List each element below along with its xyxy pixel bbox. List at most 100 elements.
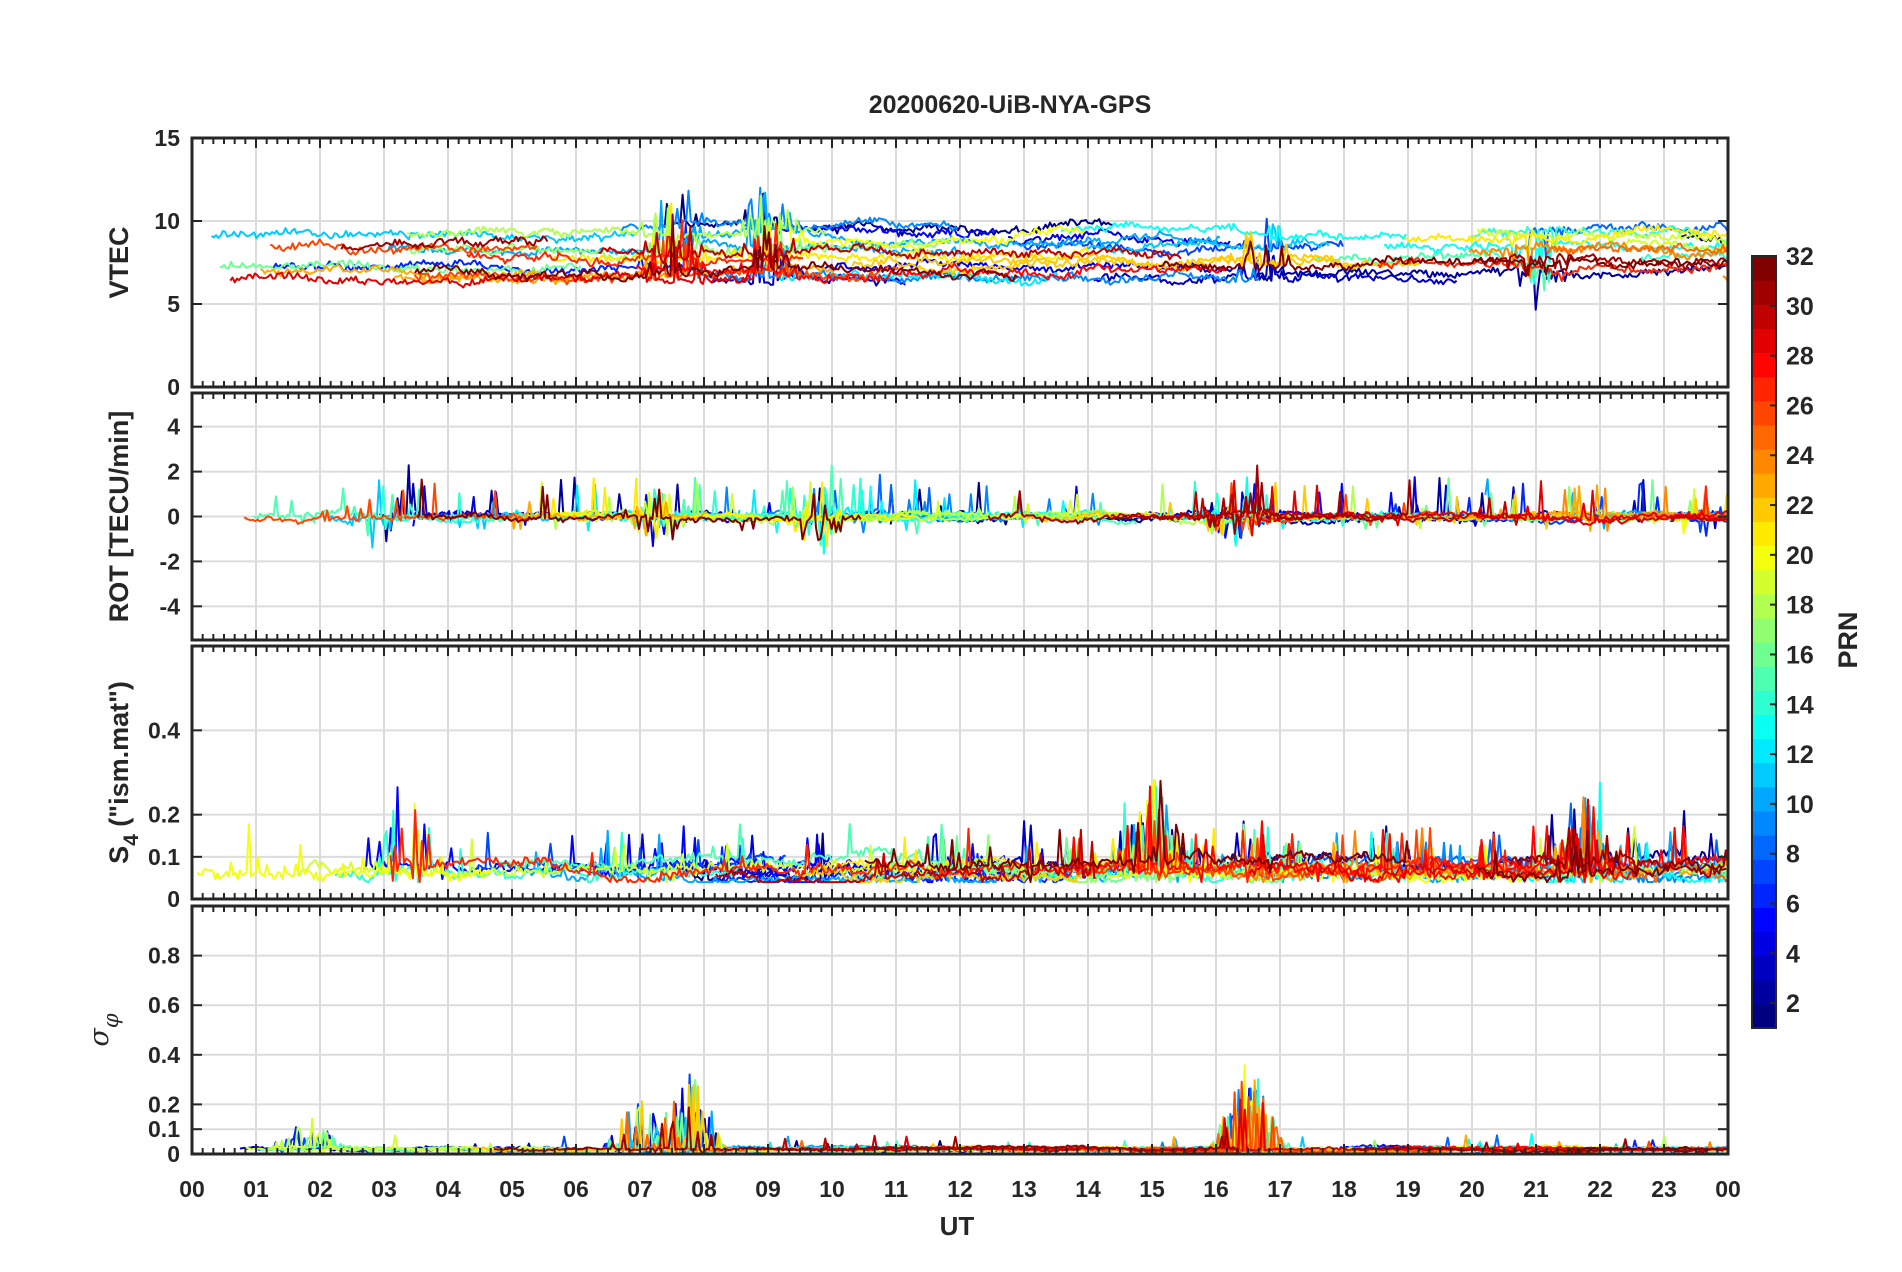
x-tick-label: 14 — [1075, 1176, 1101, 1202]
y-axis-label-s4: S4 ("ism.mat") — [104, 681, 143, 864]
chart-title: 20200620-UiB-NYA-GPS — [869, 91, 1152, 119]
colorbar-swatch — [1752, 473, 1776, 498]
colorbar-swatch — [1752, 617, 1776, 643]
series-line-prn-15 — [500, 823, 1030, 876]
x-axis: 00 01 02 03 04 05 06 07 08 09 10 11 12 13 14 15 16 17 18 19… — [179, 1176, 1741, 1202]
colorbar-tick-label: 14 — [1786, 691, 1814, 719]
series-line-prn-32 — [1158, 240, 1728, 278]
x-tick-label: 10 — [819, 1176, 845, 1202]
y-tick-label: 2 — [167, 459, 180, 485]
panel-s4: 0 0.1 0.2 0.4S4 ("ism.mat") — [104, 644, 1730, 912]
ticks-rot — [191, 393, 1729, 640]
series-line-prn-26 — [1075, 820, 1462, 884]
y-tick-label: 4 — [167, 414, 180, 440]
series-line-prn-32 — [416, 478, 862, 542]
ticks-sigphi — [191, 906, 1729, 1155]
x-tick-label: 22 — [1587, 1176, 1613, 1202]
y-axis-label-rot: ROT [TECU/min] — [104, 411, 134, 622]
y-tick-label: 0.4 — [148, 1042, 180, 1068]
series-line-prn-29 — [1248, 798, 1611, 883]
colorbar-tick-label: 24 — [1786, 442, 1814, 470]
colorbar-swatch — [1752, 955, 1776, 981]
y-axis-label-sigphi: σφ — [84, 1013, 123, 1046]
colorbar-label: PRN — [1833, 611, 1863, 668]
colorbar-swatch — [1752, 907, 1776, 933]
x-tick-label: 00 — [179, 1176, 205, 1202]
y-tick-label: 0.1 — [148, 844, 180, 870]
x-tick-label: 23 — [1651, 1176, 1677, 1202]
x-tick-label: 02 — [307, 1176, 333, 1202]
colorbar-swatch — [1752, 738, 1776, 764]
colorbar-tick-label: 18 — [1786, 592, 1814, 620]
colorbar-swatch — [1752, 714, 1776, 740]
y-tick-label: 0.4 — [148, 717, 180, 743]
colorbar-swatch — [1752, 256, 1776, 281]
panel-vtec: 0 5 10 15 VTEC — [104, 125, 1730, 400]
series-line-prn-21 — [549, 202, 1091, 272]
colorbar-swatch — [1752, 931, 1776, 957]
series-line-prn-32 — [414, 213, 1019, 283]
x-tick-label: 07 — [627, 1176, 653, 1202]
x-tick-label: 05 — [499, 1176, 525, 1202]
colorbar-swatch — [1752, 449, 1776, 474]
series-line-prn-20 — [788, 219, 1086, 252]
y-tick-label: 0.8 — [148, 943, 180, 969]
series-rot — [243, 464, 1728, 555]
x-tick-label: 01 — [243, 1176, 269, 1202]
series-line-prn-22 — [851, 230, 1422, 277]
series-line-prn-25 — [1545, 242, 1728, 257]
colorbar-tick-label: 6 — [1786, 890, 1800, 918]
series-line-prn-30 — [715, 828, 1096, 884]
x-tick-label: 03 — [371, 1176, 397, 1202]
colorbar-swatch — [1752, 376, 1776, 402]
colorbar-tick-label: 26 — [1786, 392, 1814, 420]
y-tick-label: 0.2 — [148, 1091, 180, 1117]
colorbar-swatch — [1752, 859, 1776, 884]
x-tick-label: 06 — [563, 1176, 589, 1202]
series-line-prn-24 — [1468, 240, 1728, 279]
series-line-prn-20 — [196, 802, 492, 883]
series-line-prn-21 — [1404, 224, 1728, 262]
y-tick-label: 5 — [167, 291, 180, 317]
y-axis-label-vtec: VTEC — [104, 226, 134, 298]
colorbar-tick-label: 10 — [1786, 791, 1814, 819]
series-line-prn-27 — [389, 809, 1082, 884]
colorbar-swatch — [1752, 545, 1776, 571]
y-tick-label: -2 — [160, 548, 180, 574]
colorbar-swatch — [1752, 690, 1776, 715]
colorbar-tick-label: 32 — [1786, 243, 1814, 271]
x-axis-label: UT — [940, 1211, 975, 1241]
series-line-prn-31 — [340, 235, 549, 251]
y-tick-label: 0 — [167, 504, 180, 530]
ticks-vtec — [191, 137, 1729, 388]
series-line-prn-31 — [987, 464, 1413, 535]
x-tick-label: 04 — [435, 1176, 461, 1202]
x-tick-label: 09 — [755, 1176, 781, 1202]
colorbar-swatch — [1752, 666, 1776, 691]
x-tick-label: 18 — [1331, 1176, 1357, 1202]
x-tick-label: 08 — [691, 1176, 717, 1202]
series-line-prn-31 — [1473, 252, 1728, 277]
panel-rot: -4 -2 0 2 4 ROT [TECU/min] — [104, 391, 1730, 642]
colorbar-swatch — [1752, 1003, 1776, 1029]
y-tick-label: 0 — [167, 374, 180, 400]
x-tick-label: 13 — [1011, 1176, 1037, 1202]
series-line-prn-18 — [406, 194, 827, 250]
y-tick-label: 0 — [167, 1141, 180, 1167]
series-line-prn-30 — [598, 226, 1182, 267]
colorbar-swatch — [1752, 352, 1776, 378]
series-line-prn-32 — [864, 779, 1411, 884]
y-tick-label: 15 — [154, 125, 180, 151]
colorbar-swatch — [1752, 810, 1776, 836]
x-tick-label: 20 — [1459, 1176, 1485, 1202]
series-line-prn-13 — [1060, 220, 1407, 242]
colorbar-swatch — [1752, 280, 1776, 305]
y-tick-label: 0.6 — [148, 992, 180, 1018]
colorbar-swatch — [1752, 497, 1776, 522]
y-tick-label: -4 — [160, 593, 181, 619]
ticks-s4 — [191, 646, 1729, 900]
colorbar-frame — [1751, 255, 1777, 1029]
